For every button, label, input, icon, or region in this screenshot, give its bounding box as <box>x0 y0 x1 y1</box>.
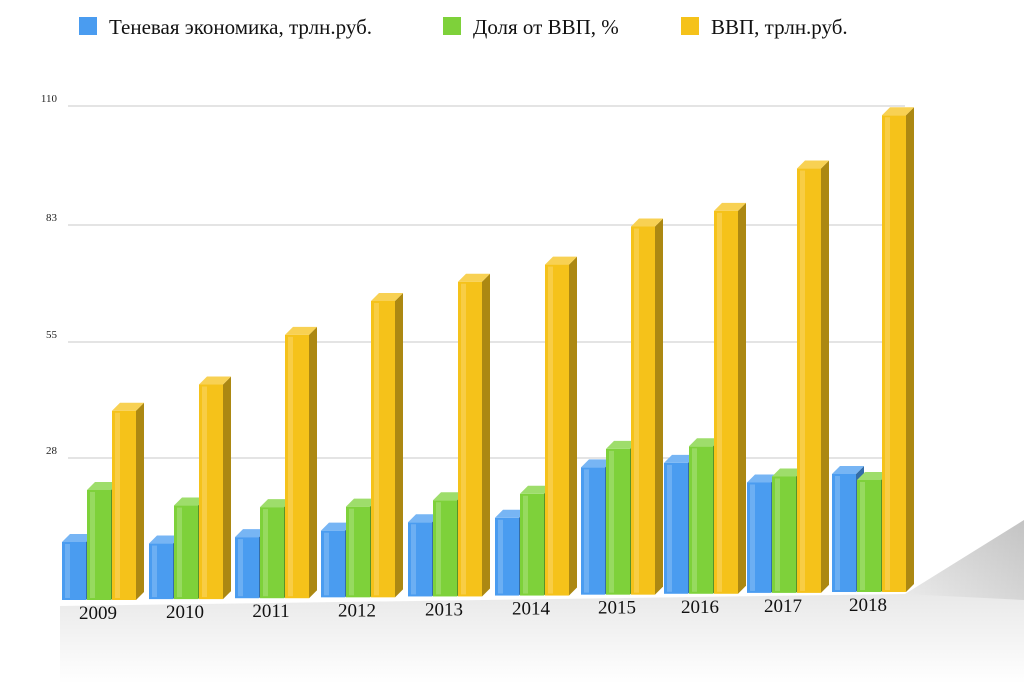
legend-swatch-1 <box>79 17 97 35</box>
x-tick-label-2017: 2017 <box>764 596 802 617</box>
x-tick-label-2018: 2018 <box>849 595 887 616</box>
x-tick-label-2011: 2011 <box>252 601 289 622</box>
legend-label-2: Доля от ВВП, % <box>473 15 619 39</box>
y-tick-label-1: 28 <box>46 445 58 457</box>
bar-3-2014 <box>545 256 577 596</box>
x-tick-label-2009: 2009 <box>79 603 117 624</box>
bar-3-2010 <box>199 376 231 600</box>
x-tick-label-2010: 2010 <box>166 602 204 623</box>
x-axis: 2009 2010 2011 2012 2013 2014 2015 2016 2017 2018 <box>79 595 887 624</box>
legend: Теневая экономика, трлн.руб. Доля от ВВП,… <box>79 15 848 39</box>
y-tick-label-2: 55 <box>46 329 58 341</box>
bar-3-2012 <box>371 292 403 598</box>
bar-3-2015 <box>631 218 663 595</box>
bar-3-2018 <box>882 107 914 592</box>
legend-label-1: Теневая экономика, трлн.руб. <box>109 15 372 39</box>
x-tick-label-2012: 2012 <box>338 600 376 621</box>
x-tick-label-2015: 2015 <box>598 598 636 619</box>
bar-3-2017 <box>797 160 829 593</box>
y-tick-label-3: 83 <box>46 212 58 224</box>
y-tick-label-4: 110 <box>41 93 58 105</box>
legend-swatch-2 <box>443 17 461 35</box>
bar-3-2016 <box>714 202 746 594</box>
x-tick-label-2016: 2016 <box>681 597 719 618</box>
legend-swatch-3 <box>681 17 699 35</box>
bar-2-2016 <box>689 438 721 594</box>
y-axis: 28 55 83 110 <box>41 93 58 457</box>
legend-label-3: ВВП, трлн.руб. <box>711 15 848 39</box>
bar-3-2013 <box>458 273 490 597</box>
x-tick-label-2013: 2013 <box>425 599 463 620</box>
floor-shadow <box>60 520 1024 684</box>
x-tick-label-2014: 2014 <box>512 599 551 620</box>
bar-3-2011 <box>285 326 317 599</box>
bars <box>62 107 914 600</box>
bar-3-2009 <box>112 402 144 600</box>
